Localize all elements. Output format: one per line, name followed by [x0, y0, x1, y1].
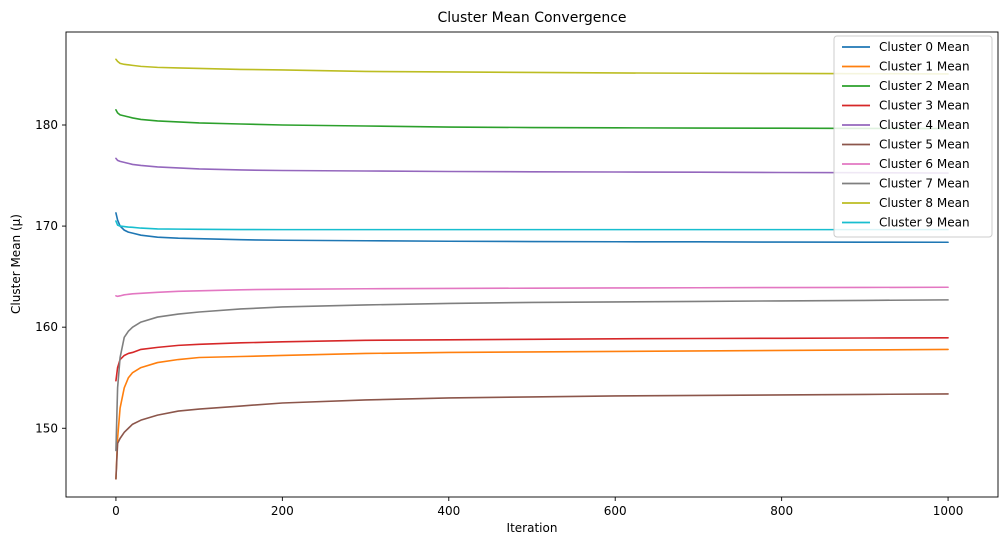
legend: Cluster 0 Mean Cluster 1 Mean Cluster 2 Me… [833, 35, 993, 238]
series-line-cluster-2 [115, 109, 949, 130]
series-layer [115, 58, 949, 480]
series-line-cluster-1 [115, 348, 949, 480]
legend-label-cluster-2: Cluster 2 Mean [879, 79, 970, 93]
x-axis-ticks: 0 200 400 600 800 1000 [112, 497, 963, 518]
legend-label-cluster-3: Cluster 3 Mean [879, 99, 970, 113]
series-line-cluster-9 [115, 220, 949, 231]
legend-label-cluster-9: Cluster 9 Mean [879, 216, 970, 230]
y-axis-ticks: 150 160 170 180 [35, 118, 66, 435]
y-tick-label: 160 [35, 320, 58, 334]
series-line-cluster-5 [115, 393, 949, 480]
series-line-cluster-0 [115, 212, 949, 244]
legend-box [833, 35, 993, 238]
chart-title: Cluster Mean Convergence [437, 10, 626, 26]
axes-spines [65, 31, 999, 498]
series-line-cluster-8 [115, 58, 949, 75]
series-line-cluster-4 [115, 157, 949, 174]
legend-label-cluster-7: Cluster 7 Mean [879, 177, 970, 191]
y-tick-label: 150 [35, 421, 58, 435]
legend-label-cluster-5: Cluster 5 Mean [879, 138, 970, 152]
legend-label-cluster-0: Cluster 0 Mean [879, 40, 970, 54]
x-tick-label: 600 [604, 504, 627, 518]
y-tick-label: 170 [35, 219, 58, 233]
legend-label-cluster-1: Cluster 1 Mean [879, 60, 970, 74]
legend-label-cluster-4: Cluster 4 Mean [879, 118, 970, 132]
x-tick-label: 0 [112, 504, 120, 518]
x-axis-label: Iteration [507, 521, 558, 535]
y-axis-label: Cluster Mean (μ) [9, 214, 23, 314]
x-tick-label: 200 [271, 504, 294, 518]
x-tick-label: 800 [770, 504, 793, 518]
legend-label-cluster-6: Cluster 6 Mean [879, 157, 970, 171]
legend-label-cluster-8: Cluster 8 Mean [879, 196, 970, 210]
axes-frame [65, 31, 999, 498]
series-line-cluster-6 [115, 286, 949, 298]
y-tick-label: 180 [35, 118, 58, 132]
series-line-cluster-7 [115, 299, 949, 452]
series-line-cluster-3 [115, 336, 949, 382]
x-tick-label: 1000 [933, 504, 964, 518]
x-tick-label: 400 [437, 504, 460, 518]
